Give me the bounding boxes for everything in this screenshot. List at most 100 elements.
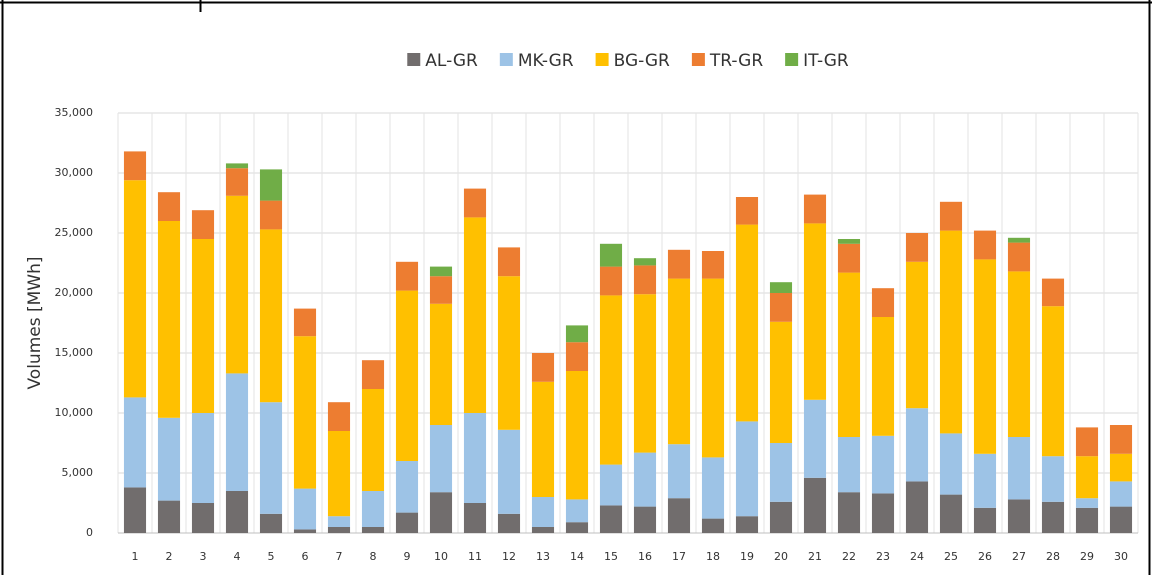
bar-segment — [871, 288, 895, 317]
bar-segment — [769, 501, 793, 533]
x-tick-label: 20 — [774, 550, 788, 563]
bar-segment — [599, 295, 623, 465]
x-tick-label: 8 — [370, 550, 377, 563]
bar-segment — [293, 529, 317, 533]
bar-segment — [735, 224, 759, 422]
bar-segment — [973, 507, 997, 533]
x-tick-label: 19 — [740, 550, 754, 563]
bar-segment — [939, 433, 963, 495]
x-tick-label: 5 — [268, 550, 275, 563]
x-tick-label: 13 — [536, 550, 550, 563]
bar-segment — [905, 233, 929, 262]
bar-segment — [1041, 278, 1065, 307]
bar-segment — [429, 303, 453, 425]
bar-segment — [225, 195, 249, 374]
bar-segment — [939, 230, 963, 434]
legend-label: MK-GR — [518, 51, 574, 71]
x-tick-label: 26 — [978, 550, 992, 563]
x-tick-label: 27 — [1012, 550, 1026, 563]
bar-segment — [225, 168, 249, 196]
bar-segment — [463, 217, 487, 413]
y-tick-label: 30,000 — [55, 166, 94, 179]
bar-segment — [735, 516, 759, 533]
bar-segment — [667, 249, 691, 279]
bar-segment — [327, 527, 351, 533]
bar-segment — [735, 421, 759, 517]
bar-segment — [429, 266, 453, 277]
bar-segment — [939, 201, 963, 231]
bar-segment — [871, 435, 895, 494]
bar-segment — [769, 293, 793, 322]
bar-segment — [735, 197, 759, 225]
bar-segment — [837, 243, 861, 273]
bar-segment — [803, 223, 827, 400]
x-tick-label: 3 — [200, 550, 207, 563]
bar-segment — [531, 527, 555, 533]
bar-segment — [667, 278, 691, 445]
legend-swatch — [595, 53, 609, 66]
bar-segment — [259, 169, 283, 201]
bar-segment — [157, 500, 181, 533]
bar-segment — [1041, 456, 1065, 502]
bar-segment — [1109, 481, 1133, 507]
bar-segment — [973, 230, 997, 260]
bar-segment — [463, 413, 487, 503]
bar-segment — [497, 429, 521, 514]
legend-label: BG-GR — [614, 51, 670, 71]
bar-segment — [429, 492, 453, 533]
bar-segment — [225, 491, 249, 533]
bar-segment — [497, 513, 521, 533]
bar-segment — [599, 243, 623, 267]
bar-segment — [497, 276, 521, 430]
bar-segment — [395, 461, 419, 513]
bar-segment — [701, 251, 725, 279]
bar-segment — [327, 402, 351, 431]
bar-segment — [1007, 242, 1031, 272]
bar-segment — [769, 282, 793, 293]
bar-segment — [803, 399, 827, 478]
x-tick-label: 15 — [604, 550, 618, 563]
bar-segment — [1007, 499, 1031, 533]
bar-segment — [599, 464, 623, 506]
bar-segment — [837, 239, 861, 244]
bar-segment — [701, 518, 725, 533]
bar-segment — [395, 512, 419, 533]
bar-segment — [191, 239, 215, 413]
x-tick-label: 11 — [468, 550, 482, 563]
bar-segment — [871, 317, 895, 436]
bar-segment — [497, 247, 521, 277]
bar-segment — [1075, 498, 1099, 508]
bar-segment — [361, 389, 385, 491]
bar-segment — [191, 413, 215, 503]
bar-segment — [599, 505, 623, 533]
x-tick-label: 17 — [672, 550, 686, 563]
bar-segment — [395, 261, 419, 291]
bar-segment — [259, 402, 283, 514]
bar-segment — [327, 516, 351, 527]
y-axis-label: Volumes [MWh] — [25, 256, 45, 389]
bar-segment — [565, 325, 589, 343]
x-tick-label: 6 — [302, 550, 309, 563]
bar-segment — [599, 266, 623, 296]
x-tick-label: 21 — [808, 550, 822, 563]
bar-segment — [837, 437, 861, 493]
bar-segment — [123, 151, 147, 181]
bar-segment — [633, 265, 657, 295]
bar-segment — [157, 192, 181, 221]
x-tick-label: 16 — [638, 550, 652, 563]
y-tick-label: 10,000 — [55, 406, 94, 419]
legend-swatch — [691, 53, 705, 66]
legend-swatch — [499, 53, 513, 66]
legend-label: IT-GR — [803, 51, 849, 71]
bar-segment — [871, 493, 895, 533]
bar-segment — [1007, 237, 1031, 243]
bar-segment — [123, 397, 147, 488]
y-tick-label: 15,000 — [55, 346, 94, 359]
bar-segment — [565, 499, 589, 523]
legend-label: AL-GR — [425, 51, 478, 71]
bar-segment — [667, 444, 691, 499]
x-tick-label: 23 — [876, 550, 890, 563]
bar-segment — [633, 506, 657, 533]
legend-swatch — [407, 53, 421, 66]
